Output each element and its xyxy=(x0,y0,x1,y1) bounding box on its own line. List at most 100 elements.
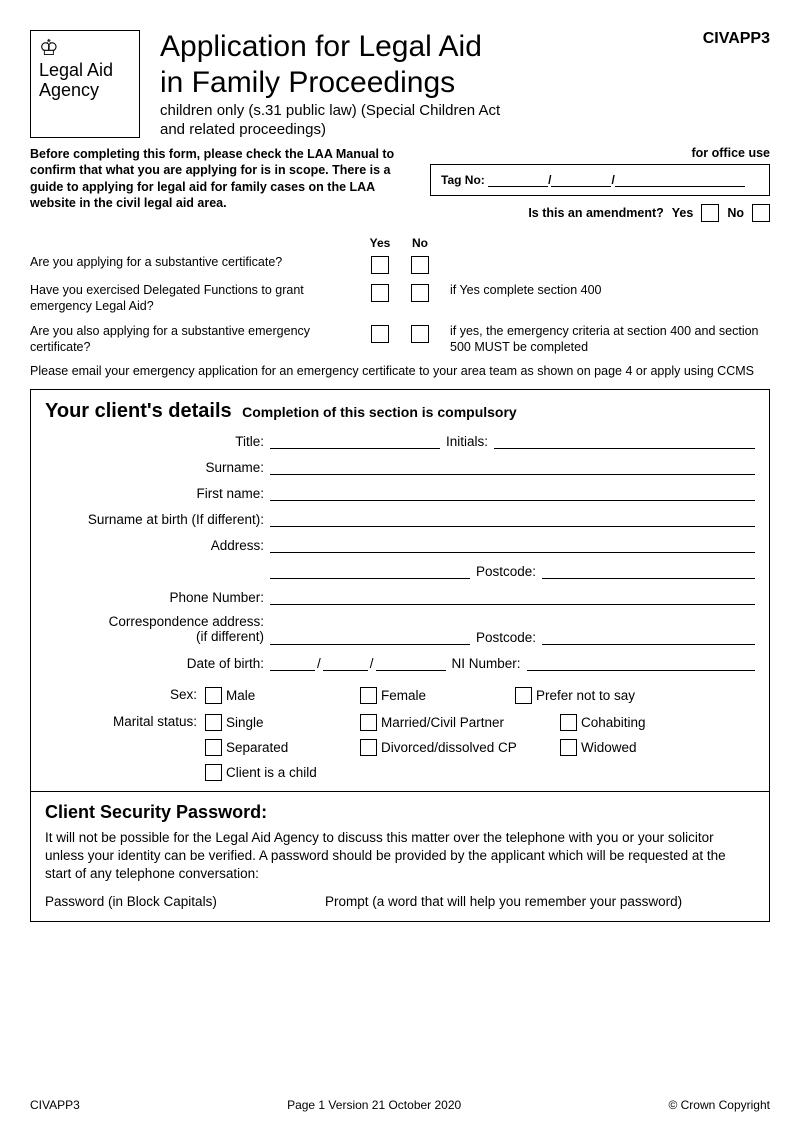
postcode-label: Postcode: xyxy=(470,564,542,579)
sex-male-label: Male xyxy=(226,688,255,703)
ni-input[interactable] xyxy=(527,655,755,671)
security-heading: Client Security Password: xyxy=(45,802,755,823)
q3-if: if yes, the emergency criteria at sectio… xyxy=(440,323,770,356)
logo: ♔ Legal Aid Agency xyxy=(30,30,140,138)
marital-sep-checkbox[interactable] xyxy=(205,739,222,756)
dob-label: Date of birth: xyxy=(45,656,270,671)
amend-yes-label: Yes xyxy=(672,206,694,220)
question-text: Are you applying for a substantive certi… xyxy=(30,254,360,270)
marital-sep-label: Separated xyxy=(226,740,288,755)
q3-no-checkbox[interactable] xyxy=(411,325,429,343)
amend-no-checkbox[interactable] xyxy=(752,204,770,222)
ni-label: NI Number: xyxy=(446,656,527,671)
q1-yes-checkbox[interactable] xyxy=(371,256,389,274)
title-input[interactable] xyxy=(270,433,440,449)
office-label: for office use xyxy=(430,146,770,160)
logo-line2: Agency xyxy=(39,81,131,101)
initials-input[interactable] xyxy=(494,433,755,449)
address2-input[interactable] xyxy=(270,563,470,579)
phone-input[interactable] xyxy=(270,589,755,605)
title-line2: in Family Proceedings xyxy=(160,66,500,100)
question-row: Are you also applying for a substantive … xyxy=(30,323,770,356)
sex-prefer-label: Prefer not to say xyxy=(536,688,635,703)
yes-no-header: Yes No xyxy=(30,236,770,250)
marital-label: Marital status: xyxy=(45,714,205,729)
q1-no-checkbox[interactable] xyxy=(411,256,429,274)
surname-input[interactable] xyxy=(270,459,755,475)
address-label: Address: xyxy=(45,538,270,553)
prompt-label: Prompt (a word that will help you rememb… xyxy=(325,894,682,909)
marital-married-label: Married/Civil Partner xyxy=(381,715,504,730)
dob-m-input[interactable] xyxy=(323,655,368,671)
crest-icon: ♔ xyxy=(39,37,131,59)
corr-postcode-label: Postcode: xyxy=(470,630,542,645)
sex-male-checkbox[interactable] xyxy=(205,687,222,704)
marital-wid-checkbox[interactable] xyxy=(560,739,577,756)
footer-center: Page 1 Version 21 October 2020 xyxy=(287,1098,461,1112)
no-header: No xyxy=(400,236,440,250)
corr-label-2: (if different) xyxy=(196,629,264,644)
amend-yes-checkbox[interactable] xyxy=(701,204,719,222)
form-code: CIVAPP3 xyxy=(703,30,770,48)
postcode-input[interactable] xyxy=(542,563,755,579)
logo-line1: Legal Aid xyxy=(39,61,131,81)
question-row: Have you exercised Delegated Functions t… xyxy=(30,282,770,315)
q3-yes-checkbox[interactable] xyxy=(371,325,389,343)
marital-cohab-checkbox[interactable] xyxy=(560,714,577,731)
emergency-note: Please email your emergency application … xyxy=(30,363,770,379)
corr-postcode-input[interactable] xyxy=(542,629,755,645)
marital-div-label: Divorced/dissolved CP xyxy=(381,740,517,755)
office-use: for office use Tag No: // Is this an ame… xyxy=(430,146,770,222)
subtitle-2: and related proceedings) xyxy=(160,121,500,138)
marital-single-label: Single xyxy=(226,715,264,730)
question-row: Are you applying for a substantive certi… xyxy=(30,254,770,274)
yes-header: Yes xyxy=(360,236,400,250)
tag-number-box[interactable]: Tag No: // xyxy=(430,164,770,196)
title-label: Title: xyxy=(45,434,270,449)
footer: CIVAPP3 Page 1 Version 21 October 2020 ©… xyxy=(30,1098,770,1112)
question-text: Are you also applying for a substantive … xyxy=(30,323,360,356)
q2-no-checkbox[interactable] xyxy=(411,284,429,302)
marital-cohab-label: Cohabiting xyxy=(581,715,646,730)
marital-single-checkbox[interactable] xyxy=(205,714,222,731)
firstname-label: First name: xyxy=(45,486,270,501)
initials-label: Initials: xyxy=(440,434,494,449)
corr-label-1: Correspondence address: xyxy=(109,614,264,629)
dob-y-input[interactable] xyxy=(376,655,446,671)
corr-input[interactable] xyxy=(270,629,470,645)
q2-yes-checkbox[interactable] xyxy=(371,284,389,302)
marital-child-checkbox[interactable] xyxy=(205,764,222,781)
sex-female-checkbox[interactable] xyxy=(360,687,377,704)
client-details-panel: Your client's details Completion of this… xyxy=(30,389,770,921)
marital-married-checkbox[interactable] xyxy=(360,714,377,731)
header: ♔ Legal Aid Agency Application for Legal… xyxy=(30,30,770,138)
footer-left: CIVAPP3 xyxy=(30,1098,80,1112)
title-block: Application for Legal Aid in Family Proc… xyxy=(160,30,500,138)
amendment-label: Is this an amendment? xyxy=(528,206,663,220)
amend-no-label: No xyxy=(727,206,744,220)
address-input[interactable] xyxy=(270,537,755,553)
sex-female-label: Female xyxy=(381,688,426,703)
surnamebirth-input[interactable] xyxy=(270,511,755,527)
divider xyxy=(31,791,769,792)
surname-label: Surname: xyxy=(45,460,270,475)
dob-d-input[interactable] xyxy=(270,655,315,671)
client-heading: Your client's details xyxy=(45,400,232,422)
marital-wid-label: Widowed xyxy=(581,740,637,755)
subtitle-1: children only (s.31 public law) (Special… xyxy=(160,102,500,119)
sex-prefer-checkbox[interactable] xyxy=(515,687,532,704)
password-label: Password (in Block Capitals) xyxy=(45,894,325,909)
intro-note: Before completing this form, please chec… xyxy=(30,146,410,222)
marital-div-checkbox[interactable] xyxy=(360,739,377,756)
footer-right: © Crown Copyright xyxy=(668,1098,770,1112)
firstname-input[interactable] xyxy=(270,485,755,501)
marital-child-label: Client is a child xyxy=(226,765,317,780)
amendment-row: Is this an amendment? Yes No xyxy=(430,204,770,222)
sex-label: Sex: xyxy=(45,687,205,702)
client-subheading: Completion of this section is compulsory xyxy=(242,404,517,420)
phone-label: Phone Number: xyxy=(45,590,270,605)
tag-label: Tag No: xyxy=(441,173,485,187)
question-text: Have you exercised Delegated Functions t… xyxy=(30,282,360,315)
q2-if: if Yes complete section 400 xyxy=(440,282,770,298)
surnamebirth-label: Surname at birth (If different): xyxy=(45,512,270,527)
